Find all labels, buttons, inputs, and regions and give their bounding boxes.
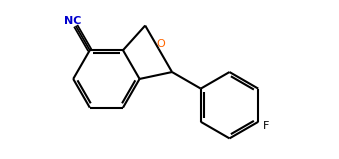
Text: O: O	[156, 39, 165, 49]
Text: F: F	[263, 121, 270, 131]
Text: NC: NC	[64, 16, 81, 26]
